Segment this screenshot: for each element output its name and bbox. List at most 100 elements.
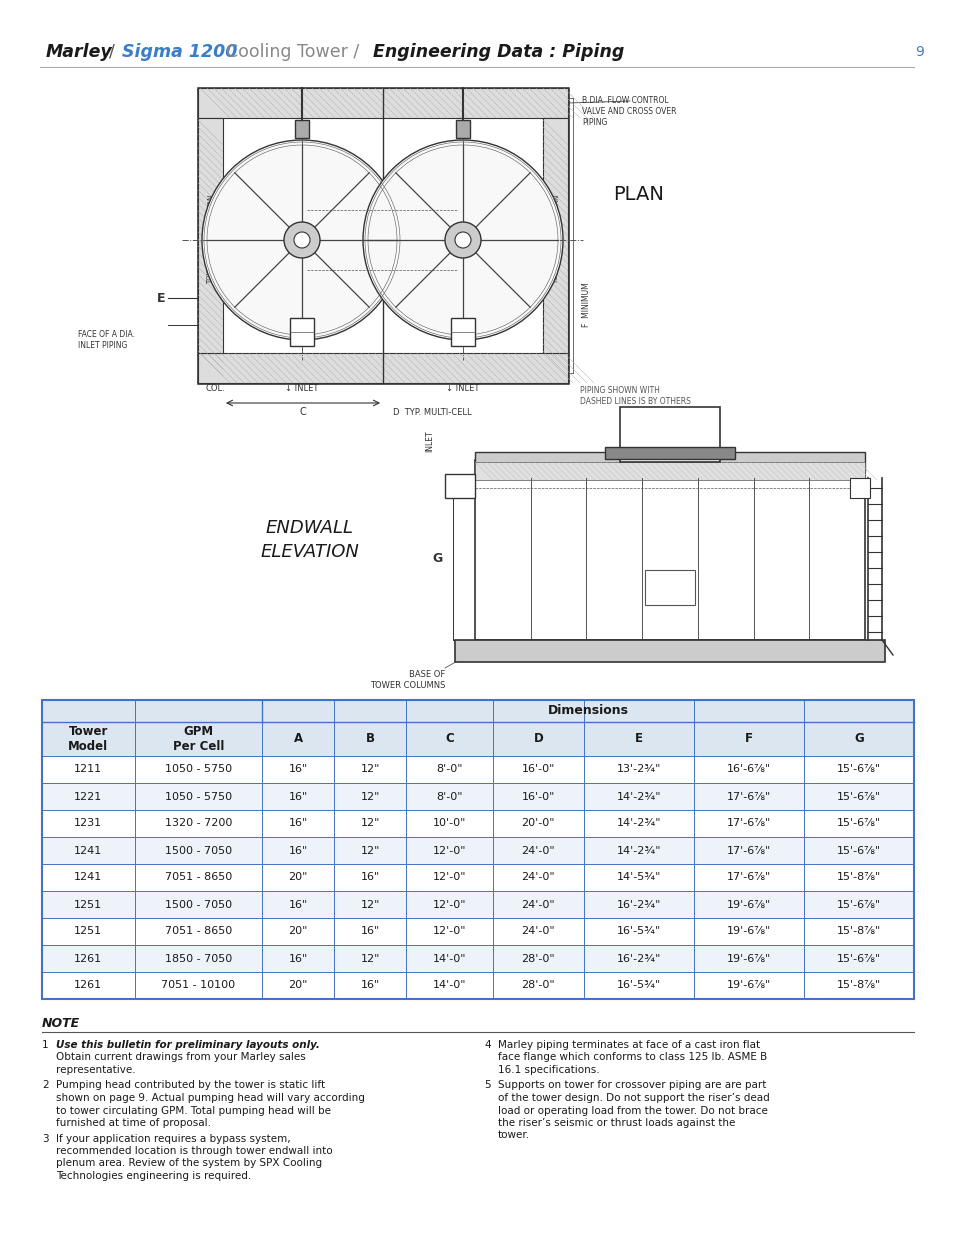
Bar (198, 119, 223, 353)
Circle shape (444, 222, 480, 258)
Text: 7051 - 8650: 7051 - 8650 (165, 926, 232, 936)
Text: 19'-6⅞": 19'-6⅞" (726, 926, 770, 936)
Text: 1050 - 5750: 1050 - 5750 (165, 792, 232, 802)
Text: 12": 12" (360, 953, 379, 963)
Text: Pumping head contributed by the tower is static lift: Pumping head contributed by the tower is… (56, 1081, 325, 1091)
Text: 1050 - 5750: 1050 - 5750 (165, 764, 232, 774)
Bar (475, 462, 864, 480)
Text: 14'-2¾": 14'-2¾" (616, 846, 660, 856)
Bar (198, 88, 567, 119)
Text: 15'-6⅞": 15'-6⅞" (836, 792, 880, 802)
Text: 16'-2¾": 16'-2¾" (616, 953, 660, 963)
Text: F: F (744, 732, 752, 746)
Circle shape (294, 232, 310, 248)
Text: ↓ INLET: ↓ INLET (285, 384, 318, 393)
Bar (475, 452, 864, 472)
Text: 1261: 1261 (74, 981, 102, 990)
Text: 1500 - 7050: 1500 - 7050 (165, 899, 232, 909)
Text: D: D (533, 732, 542, 746)
Text: 5: 5 (483, 1081, 490, 1091)
Text: Use this bulletin for preliminary layouts only.: Use this bulletin for preliminary layout… (56, 1040, 319, 1050)
Text: 15'-6⅞": 15'-6⅞" (836, 953, 880, 963)
Text: 12'-0": 12'-0" (433, 926, 466, 936)
Circle shape (455, 232, 471, 248)
Text: 16": 16" (289, 819, 308, 829)
Text: TOWER: TOWER (553, 258, 558, 284)
Text: representative.: representative. (56, 1065, 135, 1074)
Text: 8'-0": 8'-0" (436, 764, 462, 774)
Text: Engineering Data : Piping: Engineering Data : Piping (373, 43, 623, 61)
Bar (475, 459, 864, 640)
Text: 16": 16" (289, 899, 308, 909)
Text: 1241: 1241 (74, 872, 102, 883)
Text: load or operating load from the tower. Do not brace: load or operating load from the tower. D… (497, 1105, 767, 1115)
Text: 15'-6⅞": 15'-6⅞" (836, 764, 880, 774)
Text: 1500 - 7050: 1500 - 7050 (165, 846, 232, 856)
Text: 28'-0": 28'-0" (521, 981, 555, 990)
Text: 17'-6⅞": 17'-6⅞" (726, 819, 770, 829)
Text: 15'-6⅞": 15'-6⅞" (836, 846, 880, 856)
Text: 20": 20" (288, 926, 308, 936)
Text: 17'-6⅞": 17'-6⅞" (726, 872, 770, 883)
Bar (198, 88, 567, 383)
Text: 1251: 1251 (74, 899, 102, 909)
Text: Technologies engineering is required.: Technologies engineering is required. (56, 1171, 251, 1181)
Text: PIPING SHOWN WITH
DASHED LINES IS BY OTHERS: PIPING SHOWN WITH DASHED LINES IS BY OTH… (579, 387, 690, 406)
Text: Marley piping terminates at face of a cast iron flat: Marley piping terminates at face of a ca… (497, 1040, 760, 1050)
Text: 1251: 1251 (74, 926, 102, 936)
Text: 16": 16" (289, 792, 308, 802)
Text: E: E (156, 291, 165, 305)
Text: 3: 3 (42, 1134, 49, 1144)
Text: plenum area. Review of the system by SPX Cooling: plenum area. Review of the system by SPX… (56, 1158, 322, 1168)
Text: 28'-0": 28'-0" (521, 953, 555, 963)
Text: 10'-0": 10'-0" (433, 819, 466, 829)
Text: 14'-0": 14'-0" (433, 981, 466, 990)
Text: 16": 16" (360, 981, 379, 990)
Bar (455, 640, 884, 662)
Text: 16'-2¾": 16'-2¾" (616, 899, 660, 909)
Text: 19'-6⅞": 19'-6⅞" (726, 981, 770, 990)
Text: 20'-0": 20'-0" (521, 819, 555, 829)
Text: BASE OF
TOWER COLUMNS: BASE OF TOWER COLUMNS (369, 671, 444, 690)
Text: C: C (445, 732, 454, 746)
Text: 15'-8⅞": 15'-8⅞" (836, 981, 881, 990)
Bar (294, 120, 309, 138)
Bar (42, 864, 913, 890)
Text: COL.: COL. (205, 384, 225, 393)
Text: 16": 16" (289, 846, 308, 856)
Bar (290, 317, 314, 346)
Text: 16": 16" (360, 872, 379, 883)
Text: furnished at time of proposal.: furnished at time of proposal. (56, 1118, 211, 1128)
Text: 1850 - 7050: 1850 - 7050 (165, 953, 232, 963)
Text: 12": 12" (360, 764, 379, 774)
Text: 1231: 1231 (74, 819, 102, 829)
Text: ENDWALL
ELEVATION: ENDWALL ELEVATION (260, 519, 359, 561)
Text: 17'-6⅞": 17'-6⅞" (726, 792, 770, 802)
Bar (42, 810, 913, 837)
Text: Obtain current drawings from your Marley sales: Obtain current drawings from your Marley… (56, 1052, 305, 1062)
Text: 12": 12" (360, 846, 379, 856)
Text: 1211: 1211 (74, 764, 102, 774)
Bar (849, 478, 869, 498)
Text: 16'-5¾": 16'-5¾" (616, 926, 660, 936)
Text: 24'-0": 24'-0" (521, 846, 555, 856)
Text: face flange which conforms to class 125 lb. ASME B: face flange which conforms to class 125 … (497, 1052, 766, 1062)
Bar (42, 756, 913, 783)
Text: TOWER: TOWER (207, 258, 213, 284)
Bar (198, 353, 567, 383)
Text: Marley: Marley (46, 43, 112, 61)
Text: 15'-6⅞": 15'-6⅞" (836, 819, 880, 829)
Bar (451, 317, 475, 346)
Bar (604, 447, 734, 459)
Text: 14'-2¾": 14'-2¾" (616, 819, 660, 829)
Bar (42, 972, 913, 999)
Text: E: E (634, 732, 642, 746)
Text: 16": 16" (289, 953, 308, 963)
Text: of the tower design. Do not support the riser’s dead: of the tower design. Do not support the … (497, 1093, 769, 1103)
Text: 16'-5¾": 16'-5¾" (616, 981, 660, 990)
Text: 16'-0": 16'-0" (521, 792, 555, 802)
Text: 15'-8⅞": 15'-8⅞" (836, 926, 881, 936)
Text: G: G (853, 732, 862, 746)
Bar (42, 890, 913, 918)
Text: shown on page 9. Actual pumping head will vary according: shown on page 9. Actual pumping head wil… (56, 1093, 364, 1103)
